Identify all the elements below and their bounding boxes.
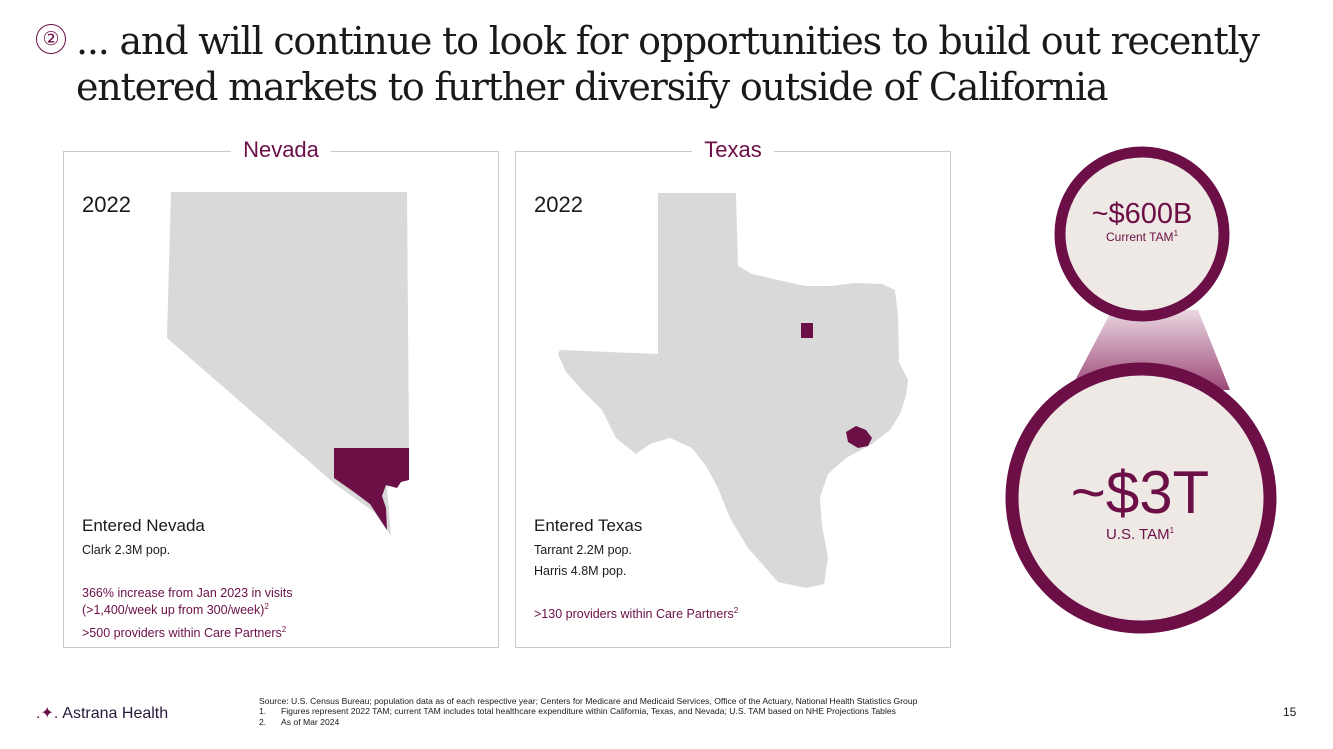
astrana-logo: .✦. Astrana Health [36, 703, 168, 723]
tam-graphic [1005, 146, 1277, 634]
nevada-clark-pop: Clark 2.3M pop. [82, 543, 171, 557]
footnote-2: 2. As of Mar 2024 [259, 716, 340, 727]
nevada-providers-stat: >500 providers within Care Partners2 [82, 624, 287, 640]
us-tam-value: ~$3T [1070, 459, 1210, 526]
nevada-visits-stat: 366% increase from Jan 2023 in visits [82, 586, 293, 600]
footnote-source: Source: U.S. Census Bureau; population d… [259, 696, 918, 706]
texas-tarrant-pop: Tarrant 2.2M pop. [534, 543, 632, 557]
texas-providers-stat: >130 providers within Care Partners2 [534, 605, 739, 621]
harris-county-highlight [846, 426, 872, 448]
step-number-badge: ② [36, 24, 66, 54]
footnotes: Source: U.S. Census Bureau; population d… [259, 696, 917, 727]
page-title: ... and will continue to look for opport… [76, 19, 1260, 109]
current-tam: ~$600B Current TAM1 [1078, 198, 1206, 244]
texas-harris-pop: Harris 4.8M pop. [534, 564, 627, 578]
us-tam: ~$3T U.S. TAM1 [1020, 460, 1260, 544]
nevada-panel: Nevada 2022 Entered Nevada Clark 2.3M po… [63, 137, 499, 648]
texas-map [558, 193, 908, 588]
texas-panel-label: Texas [692, 137, 774, 162]
texas-panel: Texas 2022 Entered Texas Tarrant 2.2M po… [515, 137, 951, 648]
texas-entered-heading: Entered Texas [534, 516, 643, 535]
nevada-map [167, 192, 409, 536]
tarrant-county-highlight [801, 323, 813, 338]
page-number: 15 [1283, 705, 1297, 719]
nevada-year: 2022 [82, 192, 131, 217]
current-tam-value: ~$600B [1091, 198, 1193, 230]
nevada-panel-label: Nevada [231, 137, 331, 162]
logo-text: Astrana Health [62, 705, 169, 722]
clark-county-highlight [334, 448, 409, 530]
current-tam-label: Current TAM1 [1105, 229, 1179, 245]
texas-year: 2022 [534, 192, 583, 217]
us-tam-label: U.S. TAM1 [1105, 526, 1175, 543]
tam-small-circle [1054, 146, 1230, 322]
nevada-visits-detail: (>1,400/week up from 300/week)2 [82, 601, 269, 617]
nevada-entered-heading: Entered Nevada [82, 516, 205, 535]
sparkle-icon: .✦. [36, 705, 59, 722]
texas-state-shape [558, 193, 908, 588]
footnote-1: 1. Figures represent 2022 TAM; current TA… [259, 706, 896, 717]
tam-large-circle [1005, 362, 1277, 634]
